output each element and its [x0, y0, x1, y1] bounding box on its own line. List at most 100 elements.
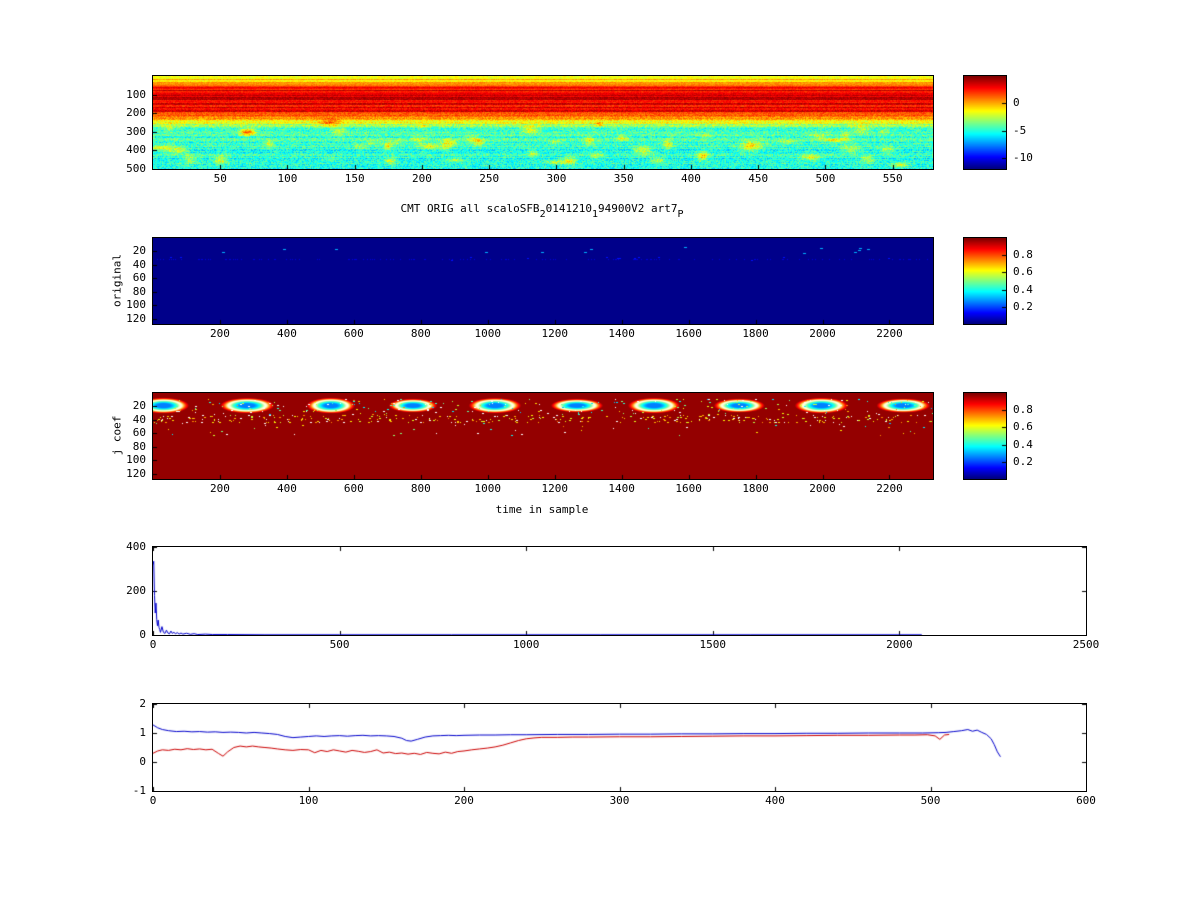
- coef-count-x-tick-label: 2000: [886, 638, 913, 651]
- spectrogram-x-tick-label: 550: [882, 172, 903, 185]
- envelope-x-tick-label: 200: [454, 794, 474, 807]
- jcoef-colorbar-tick-label: 0.6: [1013, 420, 1033, 434]
- jcoef-y-tick-label: 40: [132, 412, 146, 426]
- coef-count-x-tick-label: 500: [329, 638, 350, 651]
- original-colorbar-tick-label: 0.2: [1013, 299, 1033, 313]
- original-x-tick-label: 2000: [809, 327, 836, 340]
- original-y-tick-label: 40: [132, 257, 146, 271]
- spectrogram-heatmap-canvas: [152, 75, 934, 170]
- original-colorbar-tick-label: 0.8: [1013, 248, 1033, 262]
- spectrogram-x-tick-label: 500: [815, 172, 836, 185]
- jcoef-colorbar-tick-label: 0.4: [1013, 437, 1033, 451]
- original-x-tick-label: 1800: [742, 327, 769, 340]
- envelope-y-tick-label: -1: [132, 784, 146, 797]
- jcoef-x-tick-label: 200: [210, 482, 230, 495]
- coef-count-x-tick-label: 0: [149, 638, 157, 651]
- jcoef-y-tick-label: 120: [126, 466, 146, 480]
- spectrogram-x-tick-label: 200: [412, 172, 432, 185]
- jcoef-y-tick-label: 20: [132, 399, 146, 413]
- spectrogram-x-tick-label: 250: [479, 172, 500, 185]
- jcoef-x-tick-label: 1600: [675, 482, 702, 495]
- spectrogram-y-tick-label: 200: [126, 106, 146, 120]
- original-y-tick-label: 100: [126, 298, 146, 312]
- envelope-x-tick-label: 600: [1076, 794, 1096, 807]
- spectrogram-x-tick-label: 400: [680, 172, 701, 185]
- jcoef-scalogram-canvas: [152, 392, 934, 480]
- envelope-x-tick-label: 0: [149, 794, 157, 807]
- title-subscript: P: [677, 209, 684, 220]
- coef-count-y-tick-label: 400: [126, 540, 146, 553]
- original-x-tick-label: 800: [410, 327, 431, 340]
- original-colorbar-tick-label: 0.6: [1013, 265, 1033, 279]
- jcoef-x-tick-label: 2000: [809, 482, 836, 495]
- original-x-tick-label: 400: [276, 327, 297, 340]
- spectrogram-colorbar-tick-label: -10: [1013, 151, 1033, 165]
- title-subscript: 1: [591, 209, 598, 220]
- title-text-part: CMT ORIG all scaloSFB: [400, 202, 540, 215]
- spectrogram-x-tick-label: 450: [748, 172, 769, 185]
- original-y-tick-label: 120: [126, 311, 146, 325]
- spectrogram-colorbar: [963, 75, 1007, 170]
- original-x-tick-label: 1000: [474, 327, 502, 340]
- envelope-y-tick-label: 0: [139, 755, 146, 768]
- spectrogram-x-tick-label: 50: [213, 172, 227, 185]
- envelope-x-tick-label: 400: [765, 794, 785, 807]
- spectrogram-y-tick-label: 400: [126, 143, 146, 157]
- coefficient-count-line-canvas: [152, 546, 1087, 636]
- spectrogram-y-tick-label: 500: [126, 162, 146, 175]
- spectrogram-x-tick-label: 150: [344, 172, 365, 185]
- envelope-x-tick-label: 300: [609, 794, 630, 807]
- spectrogram-x-tick-label: 350: [613, 172, 634, 185]
- original-colorbar-tick-label: 0.4: [1013, 282, 1033, 296]
- original-colorbar: [963, 237, 1007, 325]
- ylabel-j-coef: j coef: [110, 415, 124, 456]
- envelope-y-tick-label: 1: [139, 726, 146, 739]
- envelope-line-canvas: [152, 703, 1087, 792]
- coef-count-x-tick-label: 2500: [1072, 638, 1100, 651]
- jcoef-colorbar-tick-label: 0.2: [1013, 454, 1033, 468]
- title-text-part: 0141210: [545, 202, 592, 215]
- jcoef-x-tick-label: 1800: [742, 482, 769, 495]
- jcoef-colorbar-tick-label: 0.8: [1013, 403, 1033, 417]
- envelope-y-tick-label: 2: [139, 697, 146, 710]
- original-x-tick-label: 1200: [541, 327, 568, 340]
- title-text-part: 94900V2 art7: [597, 202, 678, 215]
- original-y-tick-label: 20: [132, 244, 146, 258]
- envelope-x-tick-label: 500: [920, 794, 941, 807]
- xlabel-time-in-sample: time in sample: [495, 503, 589, 516]
- jcoef-x-tick-label: 1400: [608, 482, 635, 495]
- jcoef-y-tick-label: 80: [132, 439, 146, 453]
- title-subscript: 2: [539, 209, 546, 220]
- jcoef-x-tick-label: 600: [343, 482, 364, 495]
- original-x-tick-label: 600: [343, 327, 364, 340]
- jcoef-x-tick-label: 800: [410, 482, 431, 495]
- coef-count-x-tick-label: 1500: [699, 638, 727, 651]
- spectrogram-x-tick-label: 300: [546, 172, 567, 185]
- original-x-tick-label: 200: [210, 327, 230, 340]
- spectrogram-colorbar-tick-label: 0: [1013, 96, 1020, 110]
- envelope-x-tick-label: 100: [298, 794, 319, 807]
- original-x-tick-label: 1400: [608, 327, 635, 340]
- spectrogram-colorbar-tick-label: -5: [1013, 123, 1027, 137]
- original-scalogram-canvas: [152, 237, 934, 325]
- jcoef-x-tick-label: 1000: [474, 482, 502, 495]
- original-y-tick-label: 80: [132, 284, 146, 298]
- original-y-tick-label: 60: [132, 271, 146, 285]
- coef-count-x-tick-label: 1000: [512, 638, 540, 651]
- jcoef-colorbar: [963, 392, 1007, 480]
- jcoef-x-tick-label: 2200: [876, 482, 903, 495]
- jcoef-y-tick-label: 100: [126, 453, 146, 467]
- jcoef-x-tick-label: 400: [276, 482, 297, 495]
- spectrogram-x-tick-label: 100: [277, 172, 298, 185]
- original-x-tick-label: 2200: [876, 327, 903, 340]
- coef-count-y-tick-label: 200: [126, 584, 146, 597]
- spectrogram-y-tick-label: 100: [126, 87, 146, 101]
- original-x-tick-label: 1600: [675, 327, 702, 340]
- spectrogram-y-tick-label: 300: [126, 124, 146, 138]
- coef-count-y-tick-label: 0: [139, 628, 146, 641]
- jcoef-x-tick-label: 1200: [541, 482, 568, 495]
- scalogram-title: CMT ORIG all scaloSFB20141210194900V2 ar…: [152, 202, 932, 220]
- jcoef-y-tick-label: 60: [132, 426, 146, 440]
- ylabel-original: original: [110, 254, 124, 307]
